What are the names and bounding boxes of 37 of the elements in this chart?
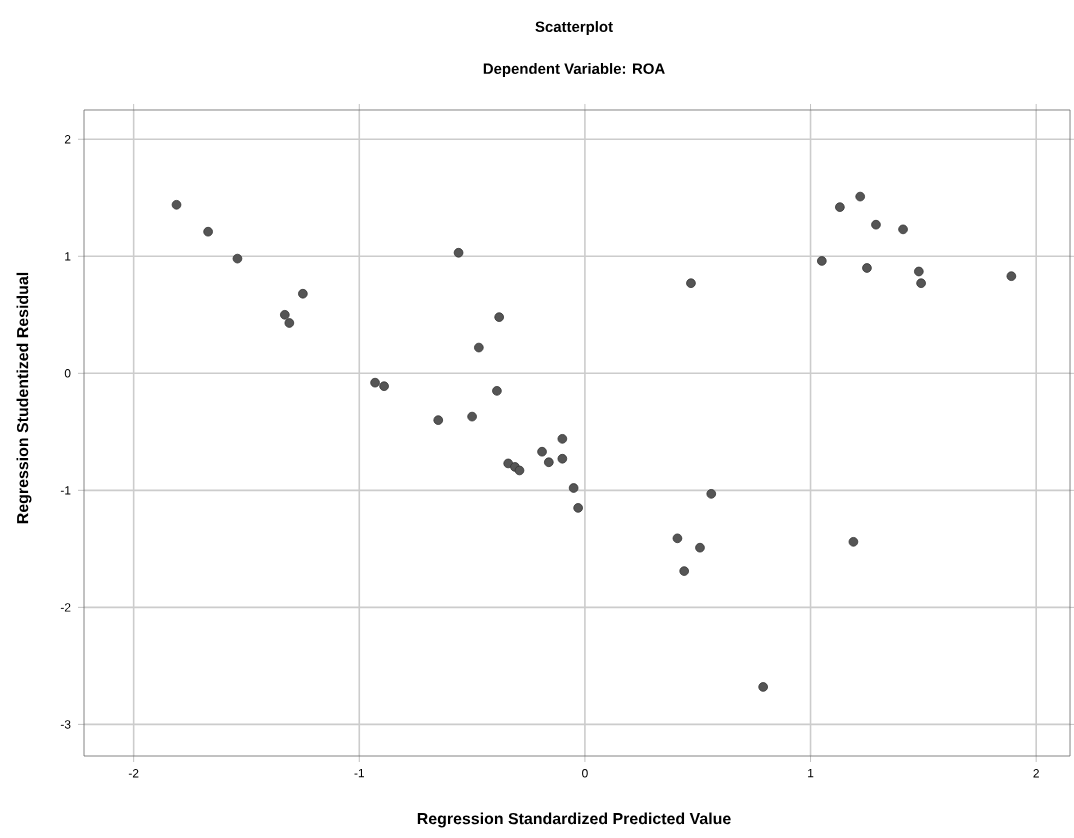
point: [537, 446, 547, 457]
point: [573, 503, 583, 513]
point: [835, 202, 845, 212]
point: [695, 542, 705, 553]
point: [686, 278, 696, 288]
point: [284, 318, 295, 328]
point: [1006, 271, 1017, 281]
point: [492, 386, 502, 396]
point: [232, 253, 243, 264]
point: [544, 457, 554, 468]
point: [817, 256, 827, 266]
point: [916, 278, 926, 288]
point: [848, 537, 859, 547]
point: [298, 288, 308, 299]
point: [203, 226, 213, 237]
point: [453, 247, 464, 258]
point: [171, 199, 182, 210]
point: [557, 434, 568, 444]
point: [370, 377, 380, 388]
point: [679, 566, 689, 576]
point: [433, 415, 444, 425]
point: [568, 483, 579, 493]
point: [672, 533, 683, 544]
point: [467, 411, 477, 422]
point: [379, 381, 389, 391]
point: [855, 191, 865, 202]
point: [557, 453, 568, 464]
point: [914, 266, 924, 277]
point: [494, 312, 504, 322]
point: [514, 465, 525, 476]
point: [706, 489, 717, 499]
point: [758, 682, 768, 692]
point: [871, 219, 881, 230]
point: [898, 224, 908, 235]
point: [474, 342, 484, 353]
point: [280, 309, 290, 320]
point: [862, 263, 872, 273]
